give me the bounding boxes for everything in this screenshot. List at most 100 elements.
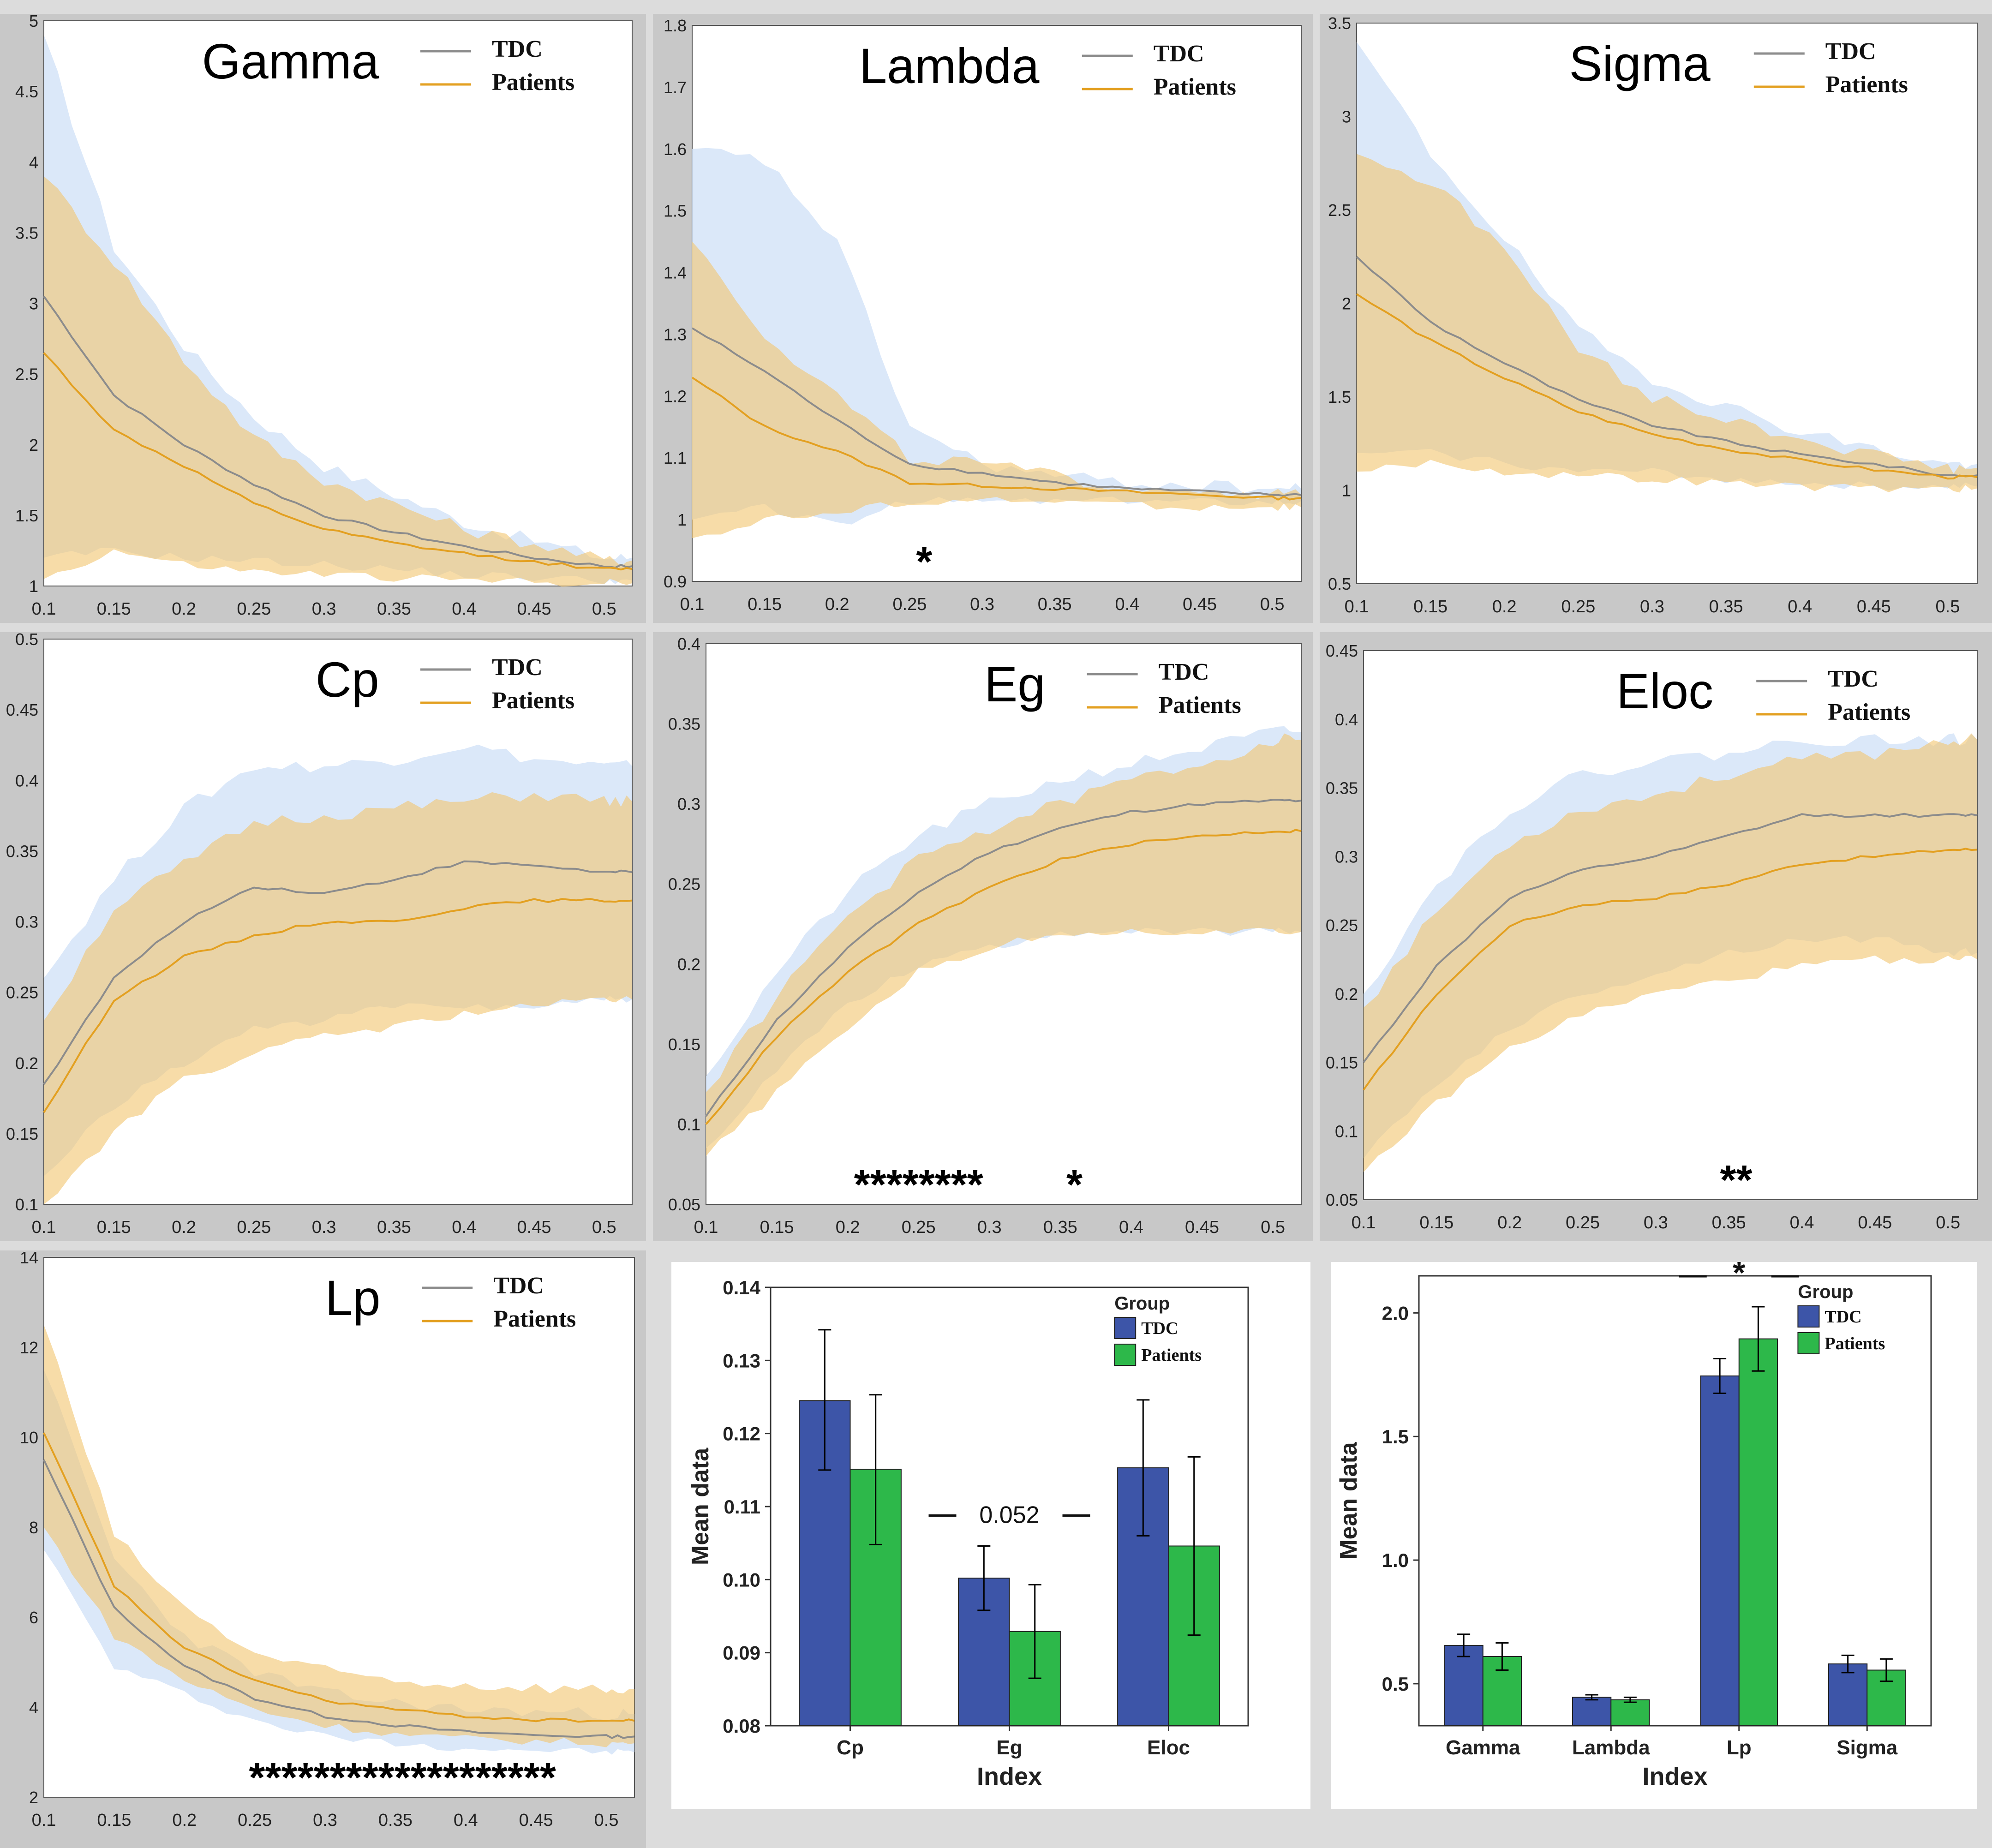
y-tick-label: 1.6 <box>664 140 687 159</box>
y-tick-label: 4 <box>29 153 38 172</box>
significance-marker: * <box>1066 1162 1083 1208</box>
y-tick-label: 0.3 <box>15 913 38 932</box>
x-tick-label: 0.4 <box>1119 1218 1143 1237</box>
x-tick-label: 0.25 <box>892 595 927 614</box>
y-tick-label: 1.7 <box>664 78 687 97</box>
y-tick-label: 0.15 <box>6 1124 38 1143</box>
x-tick-label: 0.25 <box>237 1218 271 1237</box>
legend-label-patients: Patients <box>1825 72 1908 98</box>
legend-label-patients: Patients <box>1141 1346 1202 1365</box>
chart-title: Gamma <box>202 33 380 89</box>
y-tick-label: 0.2 <box>677 955 700 974</box>
y-tick-label: 3 <box>1342 108 1351 126</box>
y-tick-label: 0.4 <box>15 771 38 790</box>
significance-marker: ** <box>1720 1157 1752 1203</box>
y-tick-label: 1.1 <box>664 449 687 467</box>
lp-line-chart: 0.1 0.15 0.2 0.25 0.3 0.35 0.4 0.45 0.5 2 4 6 8 10 12 1… <box>20 1250 635 1830</box>
legend-label-patients: Patients <box>1825 1334 1885 1353</box>
y-tick-label: 0.1 <box>677 1115 700 1134</box>
series-line-tdc <box>43 1459 635 1740</box>
legend-swatch-tdc <box>1797 1305 1820 1328</box>
x-tick-label: 0.15 <box>1413 597 1448 616</box>
series-line-tdc <box>691 327 1302 497</box>
x-tick-label: 0.35 <box>1038 595 1072 614</box>
series-line-patients <box>705 829 1302 1125</box>
x-tick-label: 0.2 <box>825 595 849 614</box>
legend-label-tdc: TDC <box>493 1273 544 1299</box>
y-tick-label: 2.5 <box>1328 201 1351 220</box>
gamma-chart-panel: 0.1 0.15 0.2 0.25 0.3 0.35 0.4 0.45 0.5 1 1.5 2 2.5 3… <box>0 14 646 623</box>
y-tick-label: 1 <box>29 577 38 596</box>
y-tick-label: 0.35 <box>6 842 38 861</box>
series-line-patients <box>43 898 633 1113</box>
legend-label-tdc: TDC <box>1141 1319 1178 1338</box>
x-tick-label: 0.4 <box>1115 595 1139 614</box>
x-tick-label: 0.35 <box>378 1811 413 1830</box>
bar-lambda-patients <box>1610 1699 1650 1726</box>
legend-label-tdc: TDC <box>492 36 543 62</box>
y-tick-label: 0.45 <box>1326 641 1358 660</box>
y-tick-label: 0.14 <box>723 1277 760 1298</box>
x-tick-label: 0.3 <box>1640 597 1664 616</box>
y-tick-label: 0.4 <box>1335 710 1358 729</box>
bar-chart-cp-eg-eloc: Cp Eg Eloc 0.08 0.09 0.10 0.11 0.12 0.13 0.14 Inde… <box>687 1277 1249 1790</box>
x-tick-label: Sigma <box>1836 1736 1898 1759</box>
chart-title: Lp <box>325 1270 380 1326</box>
eg-line-chart: 0.1 0.15 0.2 0.25 0.3 0.35 0.4 0.45 0.5 0.05 0.1 0.… <box>668 634 1302 1237</box>
x-tick-label: 0.3 <box>312 599 336 619</box>
legend-label-tdc: TDC <box>1154 41 1204 67</box>
y-tick-label: 1.5 <box>1328 388 1351 407</box>
y-tick-label: 0.05 <box>1326 1190 1358 1209</box>
y-tick-label: 0.3 <box>1335 847 1358 866</box>
eg-chart-panel: 0.1 0.15 0.2 0.25 0.3 0.35 0.4 0.45 0.5 0.05 0.1 0.… <box>653 632 1313 1241</box>
x-tick-label: 0.5 <box>1261 1218 1285 1237</box>
legend-swatch-tdc <box>1114 1317 1137 1339</box>
bar-lp-tdc <box>1700 1375 1740 1726</box>
y-tick-label: 2.0 <box>1382 1302 1409 1324</box>
x-tick-label: Eg <box>996 1736 1022 1759</box>
y-tick-label: 4 <box>29 1698 38 1717</box>
x-tick-label: 0.5 <box>1936 597 1960 616</box>
x-tick-label: 0.1 <box>32 1811 56 1830</box>
confidence-band-patients <box>44 792 632 1204</box>
x-tick-label: 0.45 <box>1185 1218 1219 1237</box>
x-tick-label: 0.45 <box>519 1811 553 1830</box>
legend-label-patients: Patients <box>1159 692 1241 718</box>
x-tick-label: 0.2 <box>1492 597 1517 616</box>
legend-swatch-patients <box>1797 1332 1820 1354</box>
bar-chart-panel-2: Gamma Lambda Lp Sigma 0.5 1.0 1.5 2.0 Index Mean … <box>1331 1262 1977 1809</box>
confidence-band-patients <box>1364 733 1977 1172</box>
y-tick-label: 1.5 <box>664 202 687 221</box>
x-tick-label: 0.2 <box>172 1218 196 1237</box>
y-tick-label: 1 <box>1342 481 1351 500</box>
x-tick-label: 0.5 <box>594 1811 619 1830</box>
y-tick-label: 0.2 <box>15 1054 38 1073</box>
x-tick-label: 0.1 <box>32 1218 56 1237</box>
x-tick-label: 0.1 <box>680 595 705 614</box>
y-tick-label: 0.08 <box>723 1715 760 1737</box>
y-axis-label: Mean data <box>1335 1441 1362 1559</box>
bar-lp-patients <box>1738 1338 1778 1727</box>
x-tick-label: Eloc <box>1147 1736 1190 1759</box>
confidence-band-patients <box>44 1325 634 1747</box>
x-tick-label: 0.45 <box>517 599 551 619</box>
y-tick-label: 0.05 <box>668 1195 700 1214</box>
y-tick-label: 0.13 <box>723 1350 760 1371</box>
x-tick-label: 0.25 <box>238 1811 272 1830</box>
x-axis-label: Index <box>1642 1763 1707 1790</box>
x-tick-label: 0.1 <box>694 1218 718 1237</box>
x-tick-label: 0.15 <box>760 1218 794 1237</box>
significance-marker: ******************* <box>249 1755 556 1801</box>
x-tick-label: 0.1 <box>32 599 56 619</box>
significance-marker: * <box>916 539 932 585</box>
series-line-patients <box>691 377 1302 501</box>
series-line-patients <box>43 352 633 571</box>
lambda-chart-panel: 0.1 0.15 0.2 0.25 0.3 0.35 0.4 0.45 0.5 0.9 1 1.1 1.… <box>653 14 1313 623</box>
x-tick-label: 0.1 <box>1352 1213 1376 1232</box>
y-tick-label: 0.12 <box>723 1423 760 1445</box>
x-tick-label: 0.2 <box>836 1218 860 1237</box>
x-tick-label: 0.2 <box>172 1811 197 1830</box>
y-tick-label: 2 <box>29 436 38 455</box>
y-axis-label: Mean data <box>687 1447 714 1565</box>
y-tick-label: 0.35 <box>668 715 700 734</box>
